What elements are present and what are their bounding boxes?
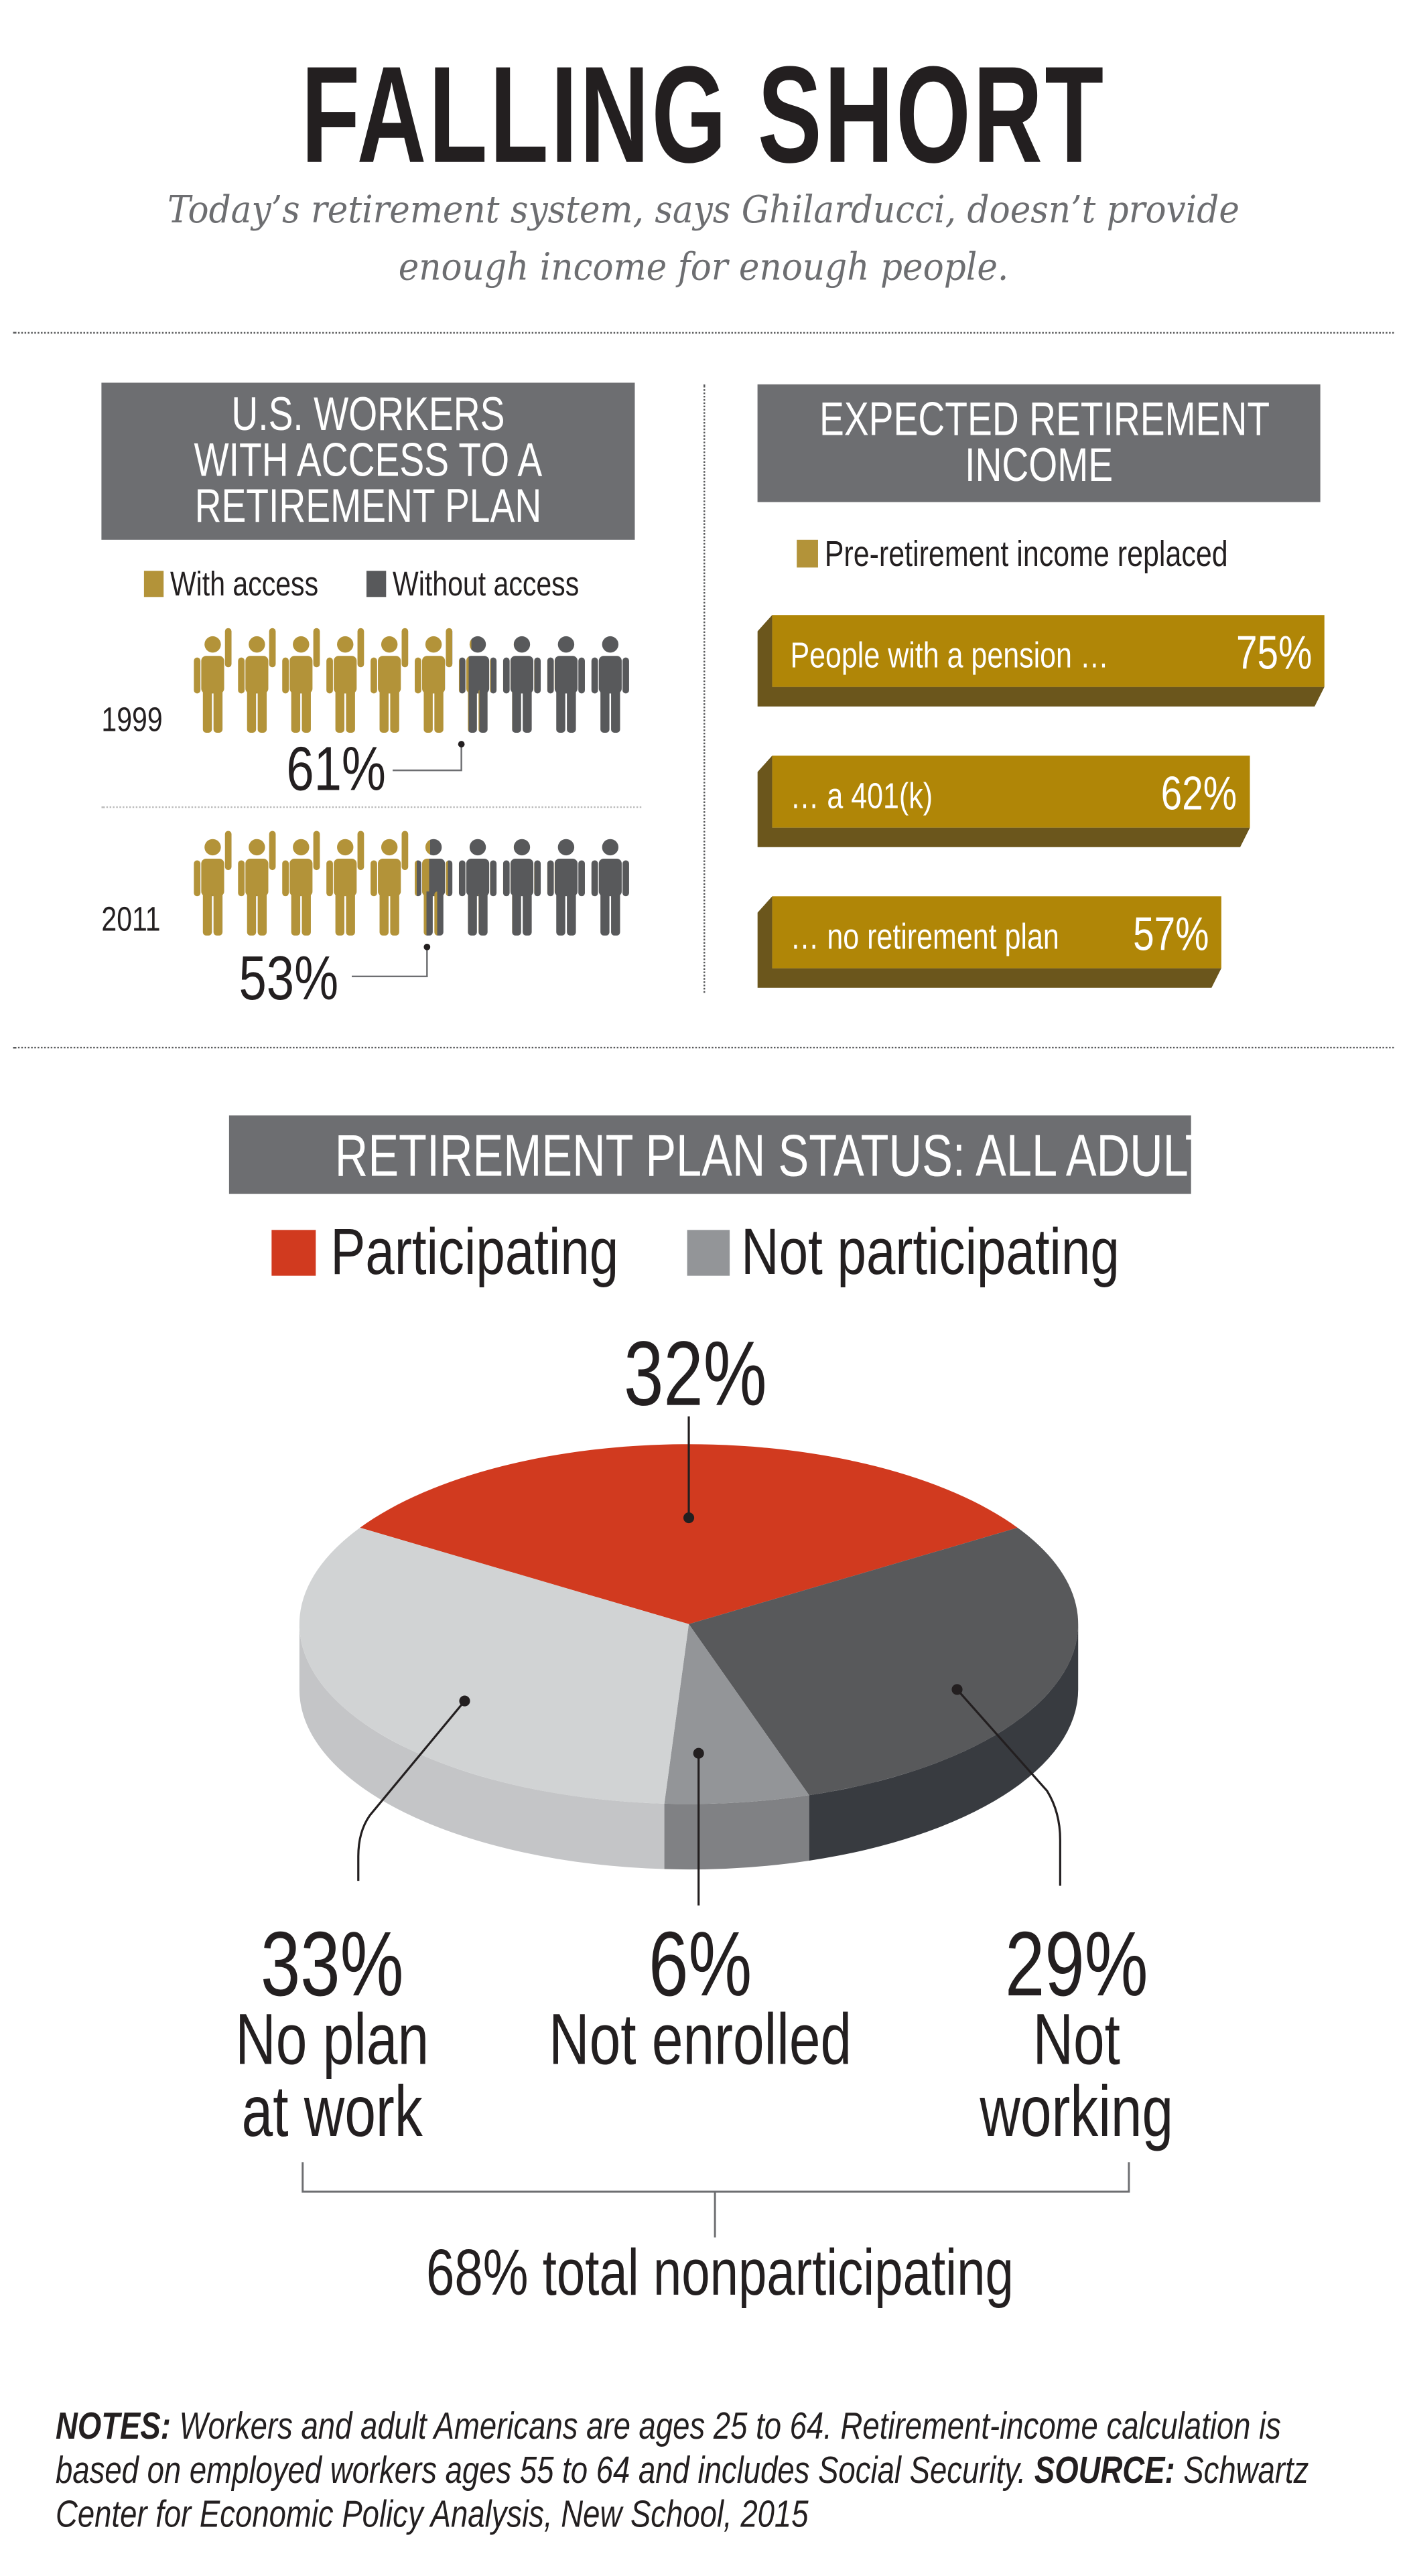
legend-without-access: Without access <box>393 565 580 604</box>
access-title-1: U.S. WORKERS <box>231 389 505 442</box>
bar-label: … a 401(k) <box>790 775 933 816</box>
nonparticipating-bracket <box>302 2162 1130 2238</box>
subtitle-line-1: Today’s retirement system, says Ghilardu… <box>168 190 1240 232</box>
pie-value-not-working: 29% <box>1005 1912 1148 2015</box>
person-icon <box>415 628 453 733</box>
pie-side-3 <box>299 1624 665 1869</box>
income-title-1: EXPECTED RETIREMENT <box>819 394 1270 447</box>
legend-participating: Participating <box>330 1216 619 1289</box>
pie-leader-dot <box>693 1747 704 1759</box>
access-title-3: RETIREMENT PLAN <box>194 480 542 534</box>
divider <box>13 332 1394 334</box>
person-icon <box>547 636 585 733</box>
leader-1999 <box>393 741 465 772</box>
legend-not-participating: Not participating <box>741 1216 1120 1289</box>
pie-label-no-plan-2: at work <box>241 2072 423 2153</box>
bar-label: … no retirement plan <box>790 916 1059 957</box>
legend-swatch-without-access <box>366 571 387 597</box>
person-icon <box>503 636 541 733</box>
subtitle-line-2: enough income for enough people. <box>398 246 1009 290</box>
legend-swatch-income <box>797 539 818 568</box>
pie-value-participating: 32% <box>624 1321 767 1425</box>
notes-text: Workers and adult Americans are ages 25 … <box>56 2404 1281 2492</box>
person-icon <box>371 831 409 936</box>
person-icon <box>371 628 409 733</box>
income-bar: People with a pension … 75% <box>757 615 1325 707</box>
bar-value: 57% <box>1132 909 1209 962</box>
pie-slice <box>689 1527 1079 1796</box>
bar-value: 62% <box>1160 768 1237 821</box>
person-icon <box>282 628 320 733</box>
person-icon <box>458 636 497 733</box>
legend-income: Pre-retirement income replaced <box>824 533 1228 575</box>
bar-shape <box>757 756 1250 847</box>
source-text: Schwartz Center for Economic Policy Anal… <box>56 2448 1309 2535</box>
bar-shape <box>757 615 1325 707</box>
legend-swatch-participating <box>271 1230 316 1276</box>
pie-leader-dot <box>459 1695 470 1707</box>
bar-label: People with a pension … <box>790 634 1109 676</box>
person-icon <box>591 636 629 733</box>
income-bar: … no retirement plan 57% <box>757 896 1221 988</box>
legend-swatch-not-participating <box>687 1230 730 1276</box>
income-bar: … a 401(k) 62% <box>757 756 1250 847</box>
pie-side-1 <box>809 1624 1079 1861</box>
person-icon <box>194 831 232 936</box>
income-title-2: INCOME <box>965 439 1114 493</box>
pie-leader-dot <box>951 1684 963 1695</box>
person-icon <box>238 628 276 733</box>
divider-2 <box>13 1046 1394 1049</box>
person-icon <box>282 831 320 936</box>
value-label-2011: 53% <box>239 945 339 1014</box>
pie-label-not-working-1: Not <box>1032 2000 1120 2081</box>
pie-leader-dot <box>683 1512 695 1524</box>
pie-slice <box>360 1444 1018 1624</box>
pie-leader-line <box>357 1700 466 1881</box>
notes-label: NOTES: <box>56 2404 171 2447</box>
year-label-1999: 1999 <box>101 701 163 739</box>
person-icon <box>238 831 276 936</box>
source-label: SOURCE: <box>1034 2448 1175 2492</box>
person-icon <box>547 839 585 936</box>
person-icon <box>326 628 364 733</box>
legend-with-access: With access <box>170 565 319 604</box>
person-icon <box>194 628 232 733</box>
income-header-box <box>757 384 1321 502</box>
bracket-label: 68% total nonparticipating <box>426 2237 1014 2309</box>
pie-value-no-plan: 33% <box>260 1912 404 2015</box>
row-divider <box>101 806 642 808</box>
pie-label-no-plan-1: No plan <box>235 2000 429 2081</box>
pie-slice <box>299 1527 689 1804</box>
pie-label-not-working-2: working <box>980 2072 1174 2153</box>
person-icon <box>415 839 453 936</box>
bar-value: 75% <box>1235 628 1312 681</box>
pie-leader-line <box>956 1689 1061 1886</box>
title: FALLING SHORT <box>301 38 1106 192</box>
leader-2011 <box>352 943 431 978</box>
pie-slice <box>664 1624 809 1804</box>
person-icon <box>458 839 497 936</box>
value-label-1999: 61% <box>286 735 386 805</box>
person-icon <box>591 839 629 936</box>
notes: NOTES: Workers and adult Americans are a… <box>56 2405 1354 2537</box>
pie-header-box <box>228 1115 1191 1194</box>
year-label-2011: 2011 <box>101 901 161 939</box>
panel-divider <box>704 384 706 993</box>
pie-side-2 <box>664 1795 809 1870</box>
bar-shape <box>757 896 1221 988</box>
legend-swatch-with-access <box>143 571 164 597</box>
person-icon <box>326 831 364 936</box>
pie-value-not-enrolled: 6% <box>649 1912 752 2015</box>
person-icon <box>503 839 541 936</box>
pie-label-not-enrolled: Not enrolled <box>549 2000 852 2081</box>
access-title-2: WITH ACCESS TO A <box>194 435 543 488</box>
access-header-box <box>101 382 635 540</box>
